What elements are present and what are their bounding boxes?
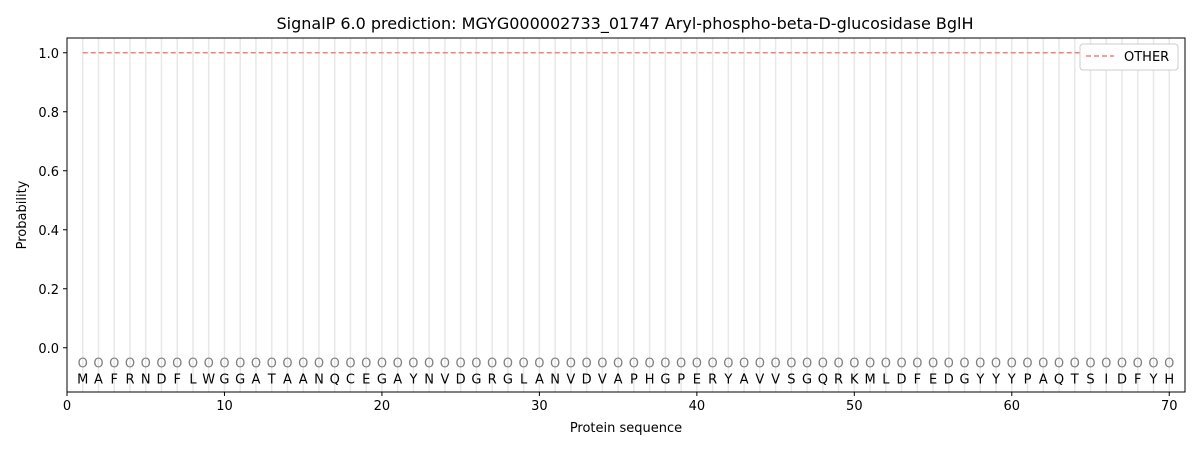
residue-label: P <box>630 373 638 388</box>
residue-label: R <box>488 373 497 388</box>
predicted-label-markers: OOOOOOOOOOOOOOOOOOOOOOOOOOOOOOOOOOOOOOOO… <box>78 357 1175 372</box>
residue-label: R <box>834 373 843 388</box>
residue-label: D <box>1117 373 1127 388</box>
residue-label: L <box>882 373 890 388</box>
residue-label: W <box>202 373 215 388</box>
residue-label: G <box>660 373 670 388</box>
residue-label: N <box>141 373 151 388</box>
y-axis-label: Probability <box>15 180 30 249</box>
residue-label: D <box>582 373 592 388</box>
residue-label: E <box>929 373 937 388</box>
residue-label: A <box>94 373 103 388</box>
residue-label: Y <box>1149 373 1158 388</box>
residue-label: Q <box>1054 373 1064 388</box>
x-tick-label: 20 <box>374 399 391 414</box>
residue-label: N <box>424 373 434 388</box>
residue-label: A <box>740 373 749 388</box>
residue-label: Y <box>408 373 417 388</box>
residue-label: H <box>645 373 655 388</box>
y-tick-label: 0.8 <box>38 106 59 121</box>
residue-label: G <box>503 373 513 388</box>
y-tick-label: 0.6 <box>38 165 59 180</box>
residue-label: A <box>299 373 308 388</box>
residue-label: Y <box>723 373 732 388</box>
residue-label: D <box>156 373 166 388</box>
residue-label: G <box>471 373 481 388</box>
residue-label: V <box>771 373 780 388</box>
residue-label: P <box>677 373 685 388</box>
residue-label: F <box>1134 373 1141 388</box>
residue-label: Y <box>1007 373 1016 388</box>
residue-label: V <box>566 373 575 388</box>
residue-label: V <box>440 373 449 388</box>
x-tick-label: 40 <box>689 399 706 414</box>
plot-frame <box>66 37 1186 393</box>
residue-label: A <box>393 373 402 388</box>
residue-label: A <box>614 373 623 388</box>
residue-label: E <box>693 373 701 388</box>
residue-label: G <box>960 373 970 388</box>
y-tick-label: 0.0 <box>38 342 59 357</box>
residue-label: G <box>219 373 229 388</box>
residue-label: G <box>235 373 245 388</box>
y-tick-label: 0.2 <box>38 283 59 298</box>
residue-label: A <box>283 373 292 388</box>
residue-label: A <box>252 373 261 388</box>
residue-label: A <box>1039 373 1048 388</box>
residue-label: V <box>755 373 764 388</box>
y-tick-label: 0.4 <box>38 224 59 239</box>
residue-label: V <box>598 373 607 388</box>
chart-title: SignalP 6.0 prediction: MGYG000002733_01… <box>276 14 973 34</box>
residue-label: L <box>189 373 197 388</box>
residue-label: Q <box>330 373 340 388</box>
x-tick-label: 50 <box>846 399 863 414</box>
residue-label: M <box>77 373 88 388</box>
x-tick-label: 0 <box>63 399 71 414</box>
residue-label: P <box>1024 373 1032 388</box>
residue-label: F <box>173 373 180 388</box>
residue-label: F <box>110 373 117 388</box>
residue-label: S <box>1086 373 1094 388</box>
residue-label: E <box>362 373 370 388</box>
x-tick-label: 70 <box>1161 399 1178 414</box>
residue-label: K <box>850 373 859 388</box>
legend: OTHER <box>1079 43 1179 71</box>
residue-label: D <box>456 373 466 388</box>
x-axis-label: Protein sequence <box>570 421 682 436</box>
residue-label: H <box>1164 373 1174 388</box>
residue-label: L <box>520 373 528 388</box>
legend-label-other: OTHER <box>1124 50 1169 65</box>
residue-label: D <box>944 373 954 388</box>
residue-label: Y <box>975 373 984 388</box>
residue-label: T <box>267 373 276 388</box>
x-tick-label: 60 <box>1004 399 1021 414</box>
residue-label: C <box>346 373 355 388</box>
residue-label: S <box>787 373 795 388</box>
residue-label: Q <box>818 373 828 388</box>
residue-label: A <box>535 373 544 388</box>
residue-label: N <box>550 373 560 388</box>
y-tick-label: 1.0 <box>38 47 59 62</box>
x-tick-label: 30 <box>531 399 548 414</box>
residue-label: Y <box>991 373 1000 388</box>
residue-label: M <box>864 373 875 388</box>
residue-label: T <box>1070 373 1079 388</box>
residue-label: F <box>914 373 921 388</box>
residue-label: R <box>708 373 717 388</box>
residue-label: R <box>125 373 134 388</box>
residue-label: G <box>377 373 387 388</box>
residue-label: D <box>897 373 907 388</box>
residue-label: I <box>1104 373 1108 388</box>
residue-label: G <box>802 373 812 388</box>
residue-label: N <box>314 373 324 388</box>
x-tick-label: 10 <box>216 399 233 414</box>
